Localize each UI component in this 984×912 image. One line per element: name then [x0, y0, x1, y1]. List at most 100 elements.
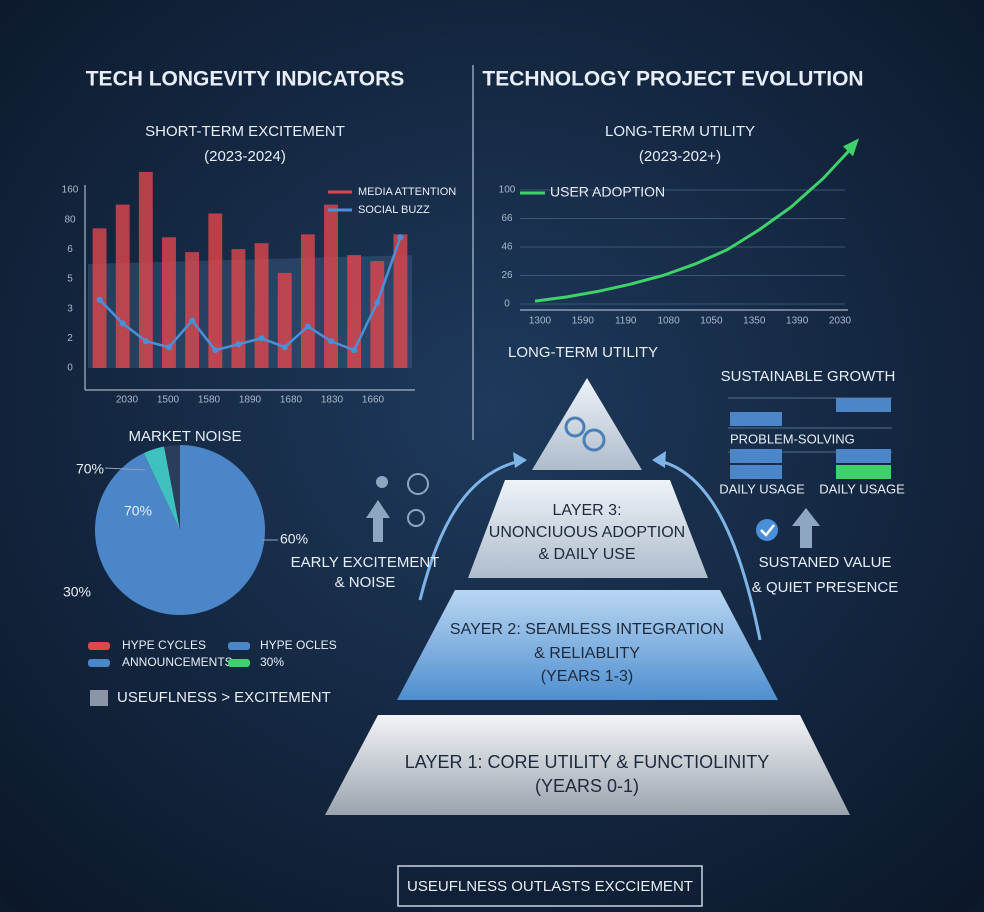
- layer-text: & DAILY USE: [538, 546, 635, 563]
- x-tick-label: 1830: [321, 395, 344, 406]
- footer-box: [397, 865, 703, 907]
- bar: [347, 255, 362, 368]
- layer-text: (YEARS 0-1): [535, 776, 639, 796]
- point: [235, 341, 242, 348]
- point: [119, 320, 126, 327]
- panel-bar: [836, 465, 891, 479]
- x-tick-label: 1660: [362, 395, 385, 406]
- pie-label: 30%: [63, 584, 91, 600]
- point: [374, 299, 381, 306]
- layer-text: (YEARS 1-3): [541, 668, 633, 685]
- x-tick-label: 1390: [786, 316, 809, 327]
- gear-icon: [582, 428, 606, 452]
- legend-swatch: [228, 659, 250, 667]
- x-tick-label: 2030: [829, 316, 852, 327]
- chat-icon: [407, 473, 429, 495]
- x-tick-label: 1350: [743, 316, 766, 327]
- apex-label: LONG-TERM UTILITY: [508, 344, 658, 361]
- point: [189, 317, 196, 324]
- check-icon: [756, 519, 778, 541]
- y-tick-label: 2: [67, 333, 73, 344]
- bar: [138, 171, 153, 368]
- panel-label: DAILY USAGE: [819, 481, 905, 496]
- legend-label: HYPE OCLES: [260, 638, 337, 652]
- x-tick-label: 1190: [615, 316, 637, 327]
- point: [142, 338, 149, 345]
- layer-text: SAYER 2: SEAMLESS INTEGRATION: [450, 621, 724, 638]
- bar: [324, 204, 338, 368]
- bar: [231, 249, 246, 368]
- point: [304, 323, 311, 330]
- right-title: TECHNOLOGY PROJECT EVOLUTION: [482, 68, 863, 91]
- legend-label: USER ADOPTION: [550, 184, 665, 200]
- line: [98, 236, 402, 352]
- legend-label: MEDIA ATTENTION: [358, 186, 456, 198]
- panel-label: DAILY USAGE: [719, 481, 805, 496]
- y-tick-label: 100: [499, 185, 516, 196]
- x-tick-label: 1500: [157, 395, 180, 406]
- y-tick-label: 80: [64, 214, 76, 225]
- x-tick-label: 1680: [280, 395, 303, 406]
- y-tick-label: 0: [67, 363, 73, 374]
- y-tick-label: 3: [67, 303, 73, 314]
- panel-bar: [730, 465, 782, 479]
- point: [96, 296, 103, 303]
- legend-label: 30%: [260, 655, 284, 669]
- point: [397, 234, 404, 241]
- chart-title: LONG-TERM UTILITY: [605, 123, 755, 140]
- bar: [277, 272, 292, 368]
- y-tick-label: 0: [504, 299, 510, 310]
- bar: [208, 213, 223, 368]
- pyramid-layer: [325, 715, 850, 815]
- legend-swatch: [88, 659, 110, 667]
- bar: [300, 234, 315, 368]
- bar: [370, 261, 385, 368]
- bar: [115, 204, 130, 368]
- panel-bar: [836, 449, 891, 463]
- pie-slice: [143, 446, 180, 530]
- point: [328, 338, 334, 345]
- annotation: SUSTANED VALUE: [759, 554, 892, 571]
- legend-label: ANNOUNCEMENTS: [122, 655, 233, 669]
- footer: USEUFLNESS OUTLASTS EXCCIEMENT: [407, 878, 693, 895]
- chat-icon: [407, 509, 425, 527]
- y-tick-label: 5: [67, 274, 73, 285]
- pyramid-apex: [532, 378, 642, 470]
- x-tick-label: 1890: [239, 395, 262, 406]
- pie-slice: [94, 445, 265, 615]
- annotation: & NOISE: [335, 574, 396, 591]
- up-arrow: [792, 508, 820, 548]
- growth-title: SUSTAINABLE GROWTH: [721, 368, 896, 385]
- pyramid-layer: [397, 590, 778, 700]
- up-arrow: [366, 500, 390, 542]
- panel-label: PROBLEM-SOLVING: [730, 431, 855, 446]
- pie-label: 70%: [124, 503, 152, 519]
- check-icon: [760, 524, 775, 537]
- chart-title: SHORT-TERM EXCITEMENT: [145, 123, 345, 140]
- note: USEUFLNESS > EXCITEMENT: [117, 689, 331, 706]
- y-tick-label: 6: [67, 244, 73, 255]
- point: [212, 347, 219, 354]
- arrow: [418, 458, 526, 601]
- leader: [104, 467, 146, 471]
- annotation: & QUIET PRESENCE: [752, 579, 898, 596]
- legend-swatch: [228, 642, 250, 650]
- point: [166, 344, 172, 351]
- y-tick-label: 26: [501, 270, 513, 281]
- layer-text: UNONCIUOUS ADOPTION: [489, 524, 685, 541]
- bar: [185, 252, 200, 368]
- x-tick-label: 1580: [198, 395, 221, 406]
- y-tick-label: 160: [62, 185, 79, 196]
- chat-icon: [376, 476, 388, 488]
- pyramid-layer: [468, 480, 708, 578]
- bar: [254, 243, 269, 368]
- legend-swatch: [88, 642, 110, 650]
- pie-label: 70%: [76, 461, 104, 477]
- chart-subtitle: (2023-202+): [639, 148, 721, 165]
- chart-subtitle: (2023-2024): [204, 148, 286, 165]
- x-tick-label: 1050: [700, 316, 723, 327]
- left-title: TECH LONGEVITY INDICATORS: [86, 68, 405, 91]
- arrow-head: [513, 452, 527, 468]
- pie-slice: [164, 445, 180, 530]
